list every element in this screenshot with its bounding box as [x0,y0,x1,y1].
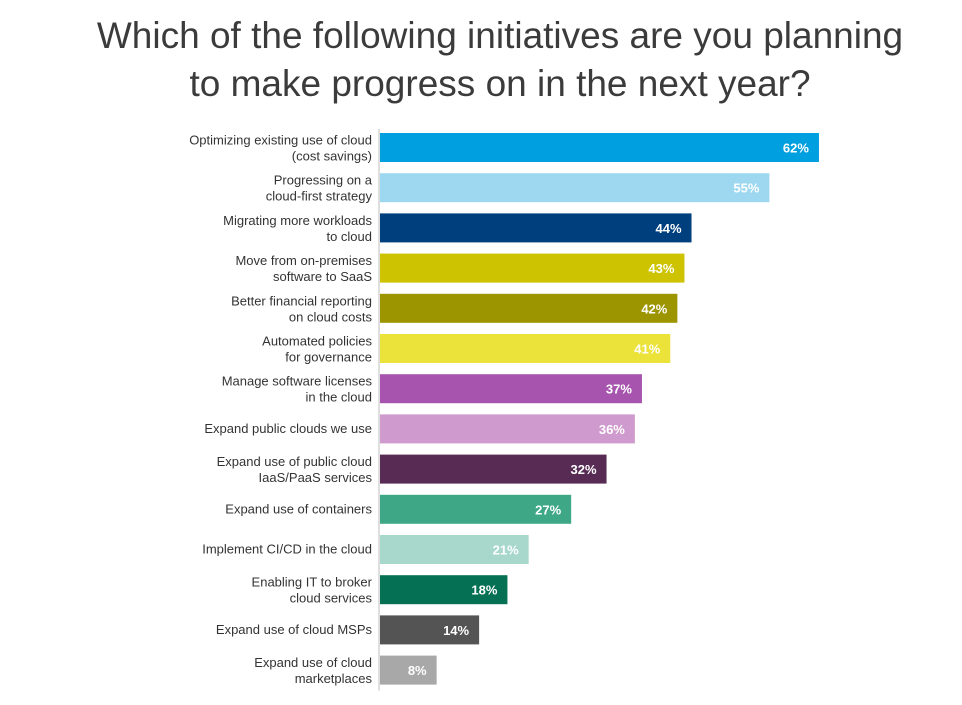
bar-value-label-1: 62% [783,141,809,156]
bar-value-label-12: 18% [471,583,497,598]
bar-value-label-6: 41% [634,342,660,357]
bar-value-label-5: 42% [641,301,667,316]
bar-value-label-10: 27% [535,502,561,517]
category-label-5: Better financial reporting on cloud costs [231,293,372,324]
category-label-8: Expand public clouds we use [204,421,372,436]
category-label-7: Manage software licenses in the cloud [222,374,373,405]
category-label-line: Better financial reporting [231,293,372,308]
category-label-line: Manage software licenses [222,374,373,389]
category-label-2: Progressing on a cloud-first strategy [266,173,373,204]
category-label-line: in the cloud [306,390,373,405]
category-label-line: cloud-first strategy [266,189,373,204]
category-label-13: Expand use of cloud MSPs [216,622,373,637]
chart-title: Which of the following initiatives are y… [40,12,960,108]
category-label-line: for governance [285,350,372,365]
category-label-line: Expand use of public cloud [217,454,372,469]
category-label-line: Optimizing existing use of cloud [189,133,372,148]
category-label-4: Move from on-premises software to SaaS [235,253,372,284]
bar-value-label-11: 21% [493,543,519,558]
category-label-line: marketplaces [295,671,373,686]
bar-6 [380,334,671,363]
category-label-line: Implement CI/CD in the cloud [202,542,372,557]
bar-10 [380,494,572,524]
category-label-14: Expand use of cloud marketplaces [254,655,372,686]
category-label-9: Expand use of public cloud IaaS/PaaS serv… [217,454,373,485]
category-label-1: Optimizing existing use of cloud (cost sa… [189,133,372,164]
category-label-line: Automated policies [262,334,372,349]
bar-5 [380,293,678,323]
bar-11 [380,535,529,564]
category-label-line: software to SaaS [273,269,372,284]
bar-value-label-14: 8% [408,663,427,678]
bar-1 [380,133,819,162]
bar-9 [380,454,607,484]
category-label-line: Expand use of cloud MSPs [216,622,373,637]
bar-value-label-13: 14% [443,623,469,638]
bar-2 [380,173,770,203]
category-label-line: Migrating more workloads [223,213,372,228]
category-label-line: Expand public clouds we use [204,421,372,436]
bar-value-label-8: 36% [599,422,625,437]
bar-12 [380,575,508,605]
category-label-line: cloud services [290,591,373,606]
category-label-line: (cost savings) [292,149,372,164]
bar-14 [380,655,437,685]
category-label-10: Expand use of containers [225,501,372,516]
bar-4 [380,253,685,283]
category-label-line: Expand use of containers [225,501,372,516]
category-label-line: Expand use of cloud [254,655,372,670]
bar-13 [380,615,480,645]
bar-value-label-9: 32% [571,462,597,477]
chart-title-line-2: to make progress on in the next year? [189,63,811,104]
category-label-line: on cloud costs [289,309,373,324]
bar-value-label-7: 37% [606,382,632,397]
bar-7 [380,374,642,404]
category-label-line: Move from on-premises [235,253,372,268]
bar-value-label-4: 43% [648,261,674,276]
category-label-3: Migrating more workloads to cloud [223,213,372,244]
category-label-line: Enabling IT to broker [252,575,373,590]
category-label-line: Progressing on a [274,173,373,188]
category-label-12: Enabling IT to broker cloud services [252,575,373,606]
category-label-6: Automated policies for governance [262,334,372,365]
category-label-line: to cloud [326,229,372,244]
bar-3 [380,213,692,243]
category-label-line: IaaS/PaaS services [259,470,373,485]
category-label-11: Implement CI/CD in the cloud [202,542,372,557]
chart-title-line-1: Which of the following initiatives are y… [96,15,904,56]
bar-8 [380,414,635,444]
bar-value-label-2: 55% [733,181,759,196]
bar-value-label-3: 44% [655,221,681,236]
